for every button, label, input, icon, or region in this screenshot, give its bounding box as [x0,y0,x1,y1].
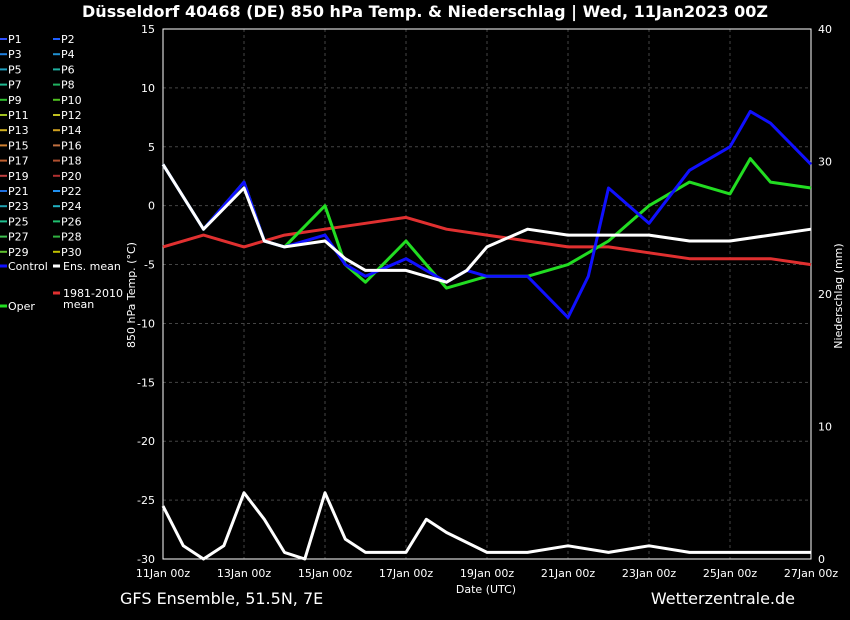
y-tick-label: 0 [148,200,155,213]
plot-frame [162,28,812,560]
legend-label-p19: P19 [8,170,29,183]
legend-label-p21: P21 [8,185,29,198]
legend-label-p5: P5 [8,63,22,76]
legend-label-p20: P20 [61,170,82,183]
legend-label-p4: P4 [61,48,75,61]
legend-label-p7: P7 [8,79,22,92]
legend-label-p29: P29 [8,246,29,259]
x-tick-label: 19Jan 00z [460,567,514,580]
legend-label-ens-mean: Ens. mean [63,260,121,273]
legend-label-p27: P27 [8,231,29,244]
legend-label-p11: P11 [8,109,29,122]
legend-label-climate-2: mean [63,298,94,311]
x-tick-label: 21Jan 00z [541,567,595,580]
y-tick-label: -20 [137,435,155,448]
series-line-ens-mean-precip [161,491,811,561]
y-tick-label: -10 [137,317,155,330]
legend-label-p3: P3 [8,48,22,61]
x-tick-label: 23Jan 00z [622,567,676,580]
series-line-ens-mean [161,163,812,284]
y2-tick-label: 40 [818,23,832,36]
x-tick-label: 11Jan 00z [136,567,190,580]
legend-label-p24: P24 [61,200,82,213]
legend-label-p1: P1 [8,33,22,46]
x-tick-label: 17Jan 00z [379,567,433,580]
y2-tick-label: 30 [818,156,832,169]
y2-axis-label: Niederschlag (mm) [832,243,845,348]
chart-title: Düsseldorf 40468 (DE) 850 hPa Temp. & Ni… [82,2,768,21]
legend-label-p18: P18 [61,155,82,168]
x-tick-label: 25Jan 00z [703,567,757,580]
y-axis-label: 850 hPa Temp. (°C) [125,242,138,348]
legend-label-p16: P16 [61,139,82,152]
x-axis-label: Date (UTC) [456,583,516,596]
y-tick-label: 5 [148,141,155,154]
legend-label-p8: P8 [61,79,75,92]
legend-label-p6: P6 [61,63,75,76]
legend-label-p10: P10 [61,94,82,107]
legend-label-p17: P17 [8,155,29,168]
y-tick-label: 10 [141,82,155,95]
legend-label-p15: P15 [8,139,29,152]
y-tick-label: -5 [144,259,155,272]
legend-label-control: Control [8,260,48,273]
y2-tick-label: 10 [818,421,832,434]
legend-label-climate: 1981-2010 [63,287,123,300]
legend-label-p13: P13 [8,124,29,137]
y-tick-label: -15 [137,376,155,389]
legend-label-p30: P30 [61,246,82,259]
legend-label-p28: P28 [61,231,82,244]
legend-label-oper: Oper [8,300,35,313]
series-line-1981-2010-mean [162,215,812,267]
model-label: GFS Ensemble, 51.5N, 7E [120,589,324,608]
legend-label-p26: P26 [61,215,82,228]
x-tick-label: 15Jan 00z [298,567,352,580]
legend-label-p12: P12 [61,109,82,122]
site-label: Wetterzentrale.de [650,589,795,608]
x-tick-label: 13Jan 00z [217,567,271,580]
legend-label-p2: P2 [61,33,75,46]
legend-label-p14: P14 [61,124,82,137]
y-tick-label: -25 [137,494,155,507]
y-tick-label: -30 [137,553,155,566]
y2-tick-label: 20 [818,288,832,301]
series-line-control [161,109,813,320]
legend-label-p22: P22 [61,185,82,198]
y2-tick-label: 0 [818,553,825,566]
legend-label-p25: P25 [8,215,29,228]
x-tick-label: 27Jan 00z [784,567,838,580]
y-tick-label: 15 [141,23,155,36]
legend-label-p9: P9 [8,94,22,107]
legend-label-p23: P23 [8,200,29,213]
